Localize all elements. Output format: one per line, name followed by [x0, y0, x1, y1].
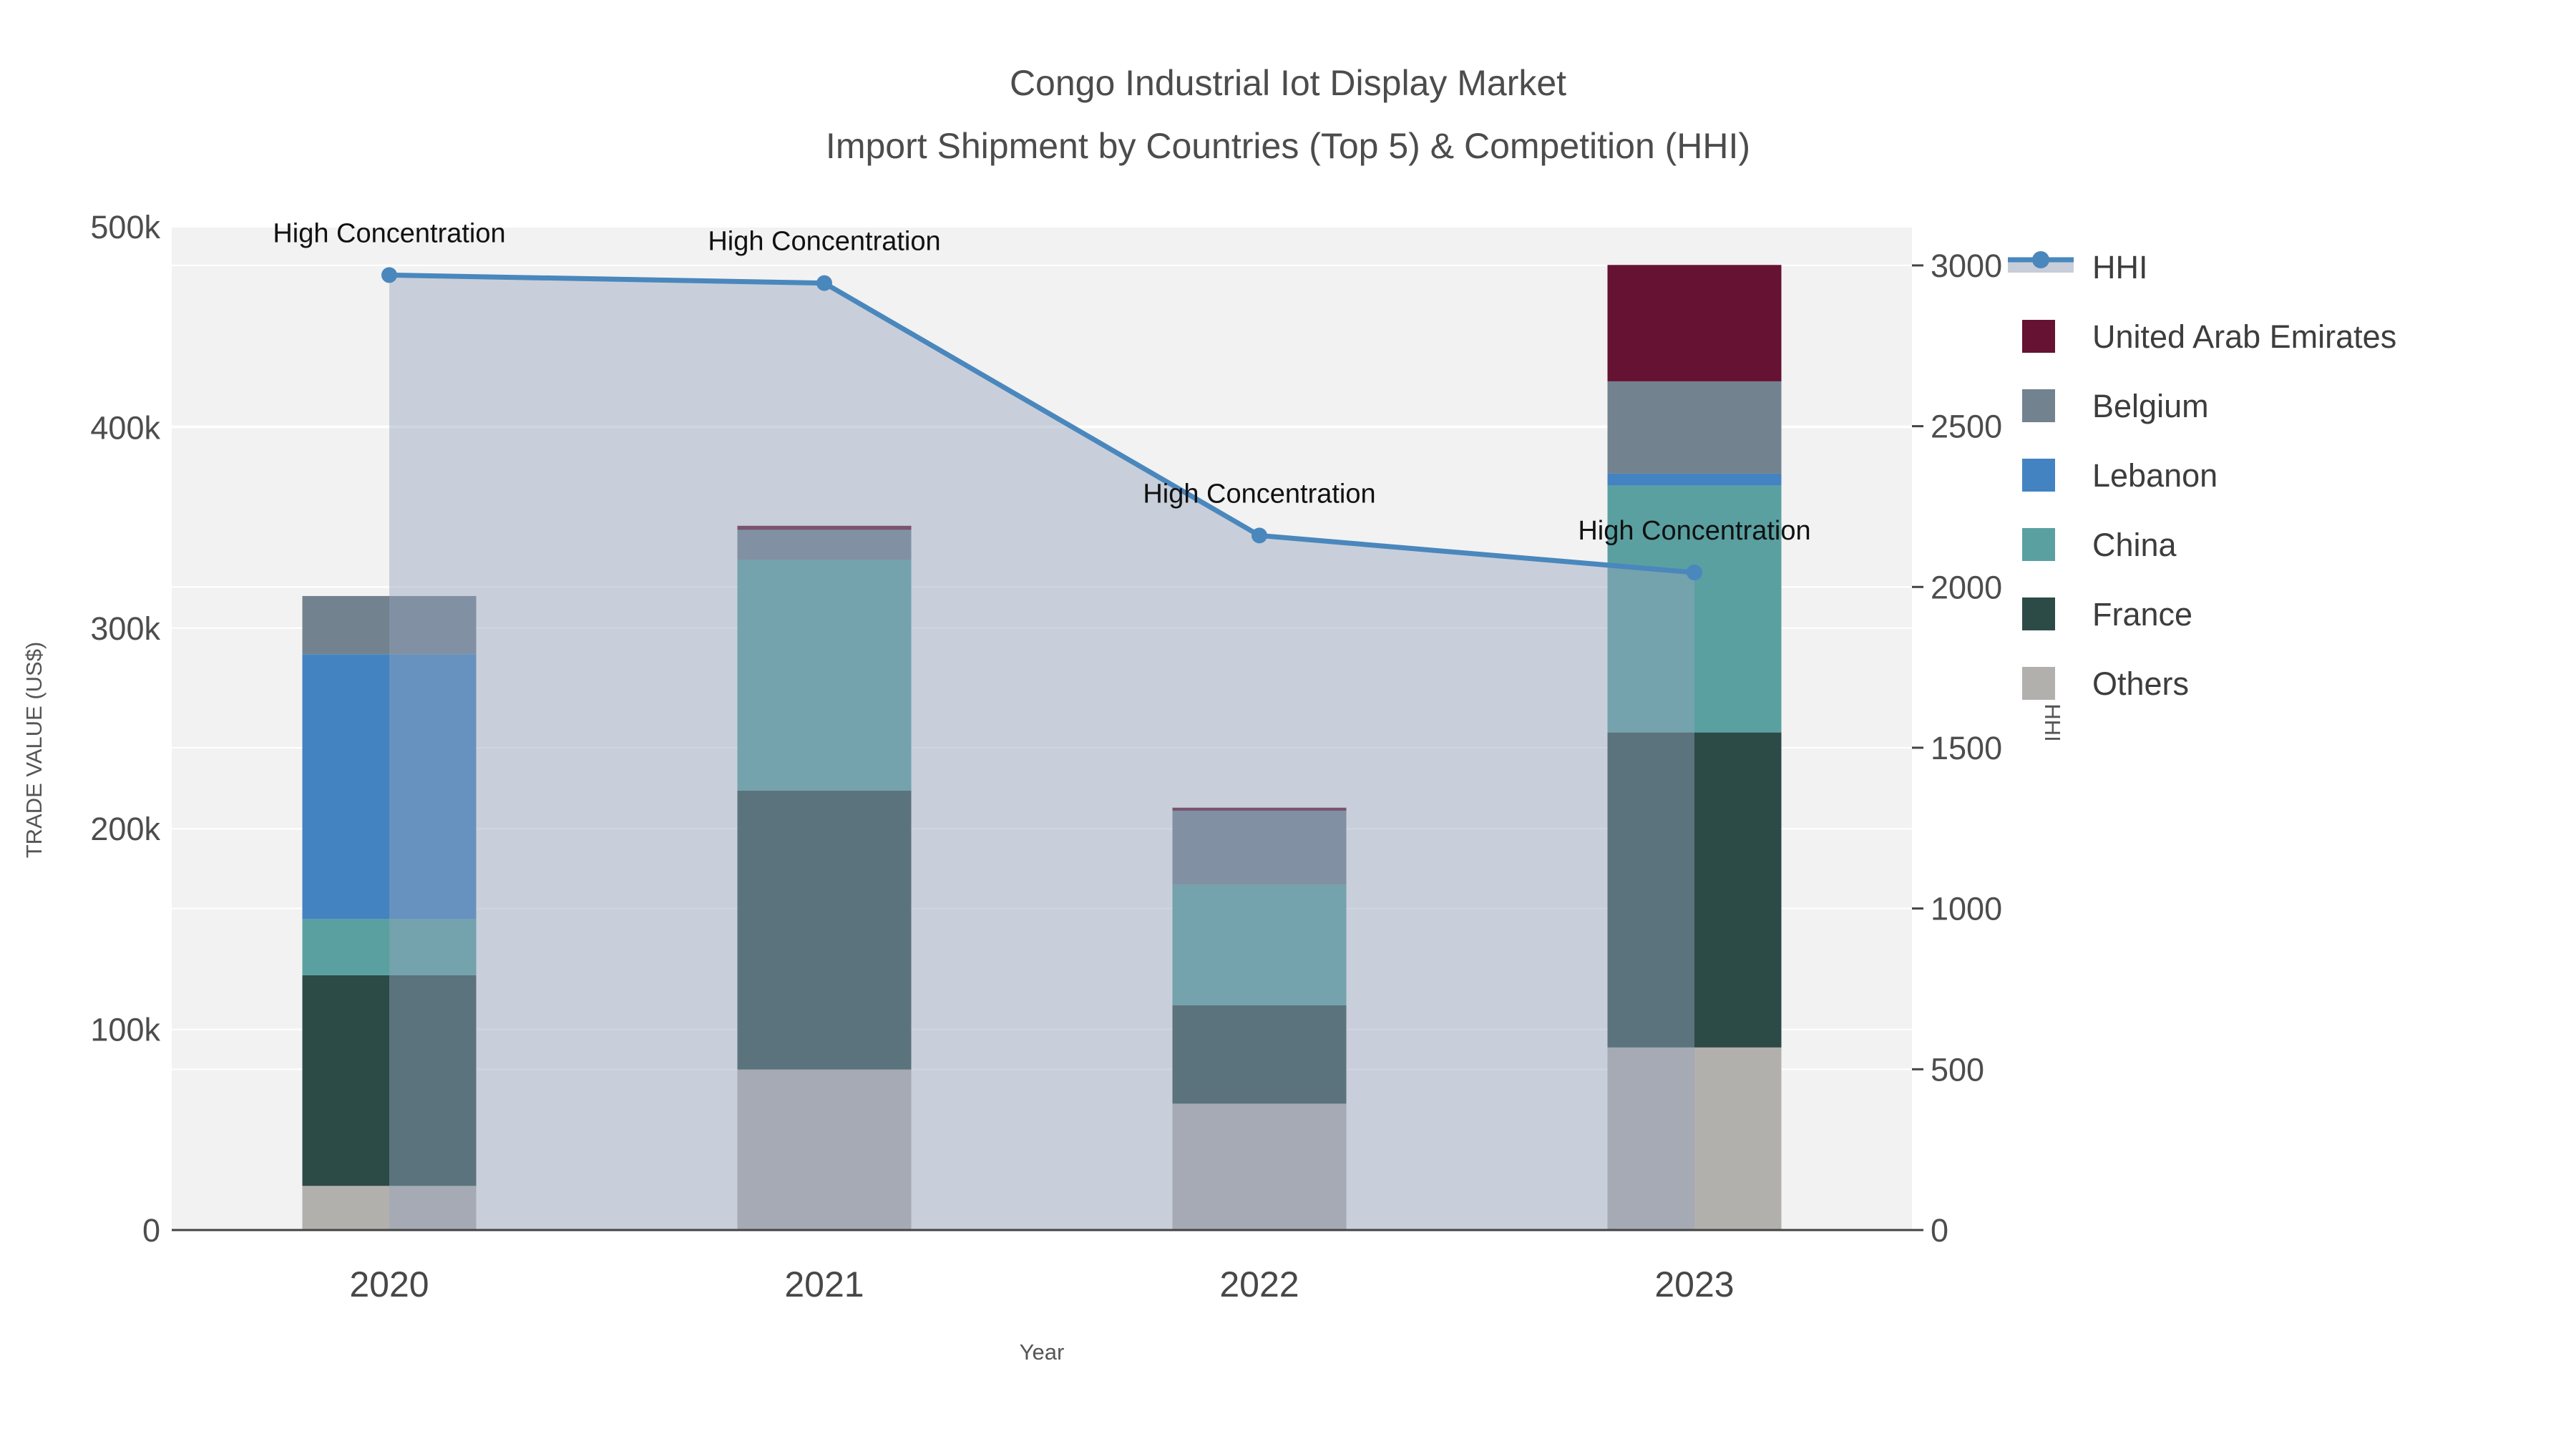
- legend-label-hhi: HHI: [2092, 249, 2148, 286]
- y-right-tick-label: 0: [1931, 1212, 1948, 1249]
- y-left-tick-label: 400k: [90, 409, 160, 446]
- legend-item-others[interactable]: Others: [2022, 665, 2189, 702]
- hhi-marker-2020: [381, 267, 397, 283]
- chart-title-line2: Import Shipment by Countries (Top 5) & C…: [826, 126, 1750, 166]
- x-tick-label-2023: 2023: [1654, 1264, 1734, 1304]
- legend-swatch-others: [2022, 667, 2055, 700]
- legend-item-belgium[interactable]: Belgium: [2022, 388, 2209, 424]
- plot-area: High Concentration High Concentration High…: [90, 209, 2002, 1304]
- y-right-tick-label: 1000: [1931, 891, 2002, 927]
- y-right-tick-label: 1500: [1931, 730, 2002, 766]
- annotation-high-concentration-2022: High Concentration: [1143, 479, 1375, 509]
- bar-segment-france-2023: [1607, 732, 1782, 1048]
- legend-label-belgium: Belgium: [2092, 388, 2209, 424]
- y-left-tick-label: 200k: [90, 811, 160, 847]
- y-right-tick-label: 2500: [1931, 409, 2002, 445]
- legend-swatch-china: [2022, 528, 2055, 561]
- hhi-area-fill: [389, 275, 1694, 1231]
- y-right-axis-title: HHI: [2040, 703, 2065, 741]
- y-right-tick-label: 2000: [1931, 569, 2002, 605]
- y-left-tick-label: 500k: [90, 209, 160, 245]
- bar-segment-united-arab-emirates-2021: [737, 525, 912, 530]
- legend: HHI United Arab Emirates Belgium Lebanon Chi…: [2008, 249, 2396, 702]
- annotation-high-concentration-2021: High Concentration: [708, 227, 940, 257]
- x-axis-title: Year: [1020, 1340, 1065, 1365]
- bar-segment-lebanon-2020: [302, 654, 477, 919]
- x-tick-label-2022: 2022: [1219, 1264, 1299, 1304]
- legend-swatch-lebanon: [2022, 459, 2055, 492]
- y-right-tick-label: 3000: [1931, 248, 2002, 284]
- legend-label-united-arab-emirates: United Arab Emirates: [2092, 318, 2396, 355]
- y-left-tick-label: 300k: [90, 610, 160, 647]
- legend-item-lebanon[interactable]: Lebanon: [2022, 457, 2218, 494]
- bar-segment-china-2021: [737, 560, 912, 791]
- x-tick-label-2020: 2020: [349, 1264, 429, 1304]
- bar-segment-others-2021: [737, 1069, 912, 1230]
- bar-segment-france-2022: [1172, 1005, 1347, 1104]
- bar-segment-china-2022: [1172, 884, 1347, 1005]
- bar-segment-others-2020: [302, 1186, 477, 1230]
- bar-segment-united-arab-emirates-2023: [1607, 265, 1782, 381]
- legend-swatch-united-arab-emirates: [2022, 320, 2055, 353]
- y-left-tick-label: 0: [142, 1212, 160, 1249]
- hhi-marker-2022: [1252, 527, 1267, 544]
- chart-title-line1: Congo Industrial Iot Display Market: [1010, 63, 1566, 103]
- bar-segment-china-2023: [1607, 485, 1782, 733]
- legend-swatch-belgium: [2022, 389, 2055, 422]
- legend-label-others: Others: [2092, 665, 2189, 702]
- annotation-high-concentration-2020: High Concentration: [273, 218, 505, 248]
- bar-segment-belgium-2020: [302, 595, 477, 655]
- bar-segment-belgium-2021: [737, 530, 912, 560]
- y-right-tick-label: 500: [1931, 1051, 1984, 1088]
- legend-label-france: France: [2092, 596, 2192, 633]
- bar-segment-france-2021: [737, 790, 912, 1070]
- bar-segment-lebanon-2023: [1607, 473, 1782, 486]
- legend-label-china: China: [2092, 527, 2177, 563]
- legend-label-lebanon: Lebanon: [2092, 457, 2218, 494]
- legend-hhi-marker-swatch: [2032, 251, 2049, 268]
- legend-item-france[interactable]: France: [2022, 596, 2192, 633]
- hhi-marker-2023: [1687, 565, 1702, 581]
- legend-item-united-arab-emirates[interactable]: United Arab Emirates: [2022, 318, 2396, 355]
- bar-segment-china-2020: [302, 919, 477, 975]
- hhi-line: [389, 272, 1695, 575]
- bar-segment-belgium-2023: [1607, 381, 1782, 474]
- hhi-marker-2021: [816, 275, 832, 291]
- legend-item-hhi[interactable]: HHI: [2008, 249, 2148, 286]
- y-left-tick-label: 100k: [90, 1012, 160, 1048]
- bar-segment-united-arab-emirates-2022: [1172, 807, 1347, 811]
- x-tick-label-2021: 2021: [784, 1264, 864, 1304]
- bar-segment-france-2020: [302, 975, 477, 1186]
- annotation-high-concentration-2023: High Concentration: [1578, 516, 1810, 546]
- bar-segment-belgium-2022: [1172, 810, 1347, 885]
- legend-item-china[interactable]: China: [2022, 527, 2177, 563]
- bar-segment-others-2022: [1172, 1103, 1347, 1230]
- legend-swatch-france: [2022, 597, 2055, 630]
- bar-segment-others-2023: [1607, 1047, 1782, 1230]
- y-left-axis-title: TRADE VALUE (US$): [21, 642, 47, 859]
